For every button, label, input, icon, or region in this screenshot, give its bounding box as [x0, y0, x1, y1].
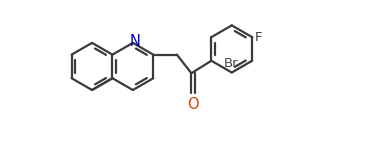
Text: N: N: [129, 34, 140, 48]
Text: O: O: [187, 97, 199, 112]
Text: F: F: [255, 31, 262, 44]
Text: Br: Br: [223, 57, 238, 70]
